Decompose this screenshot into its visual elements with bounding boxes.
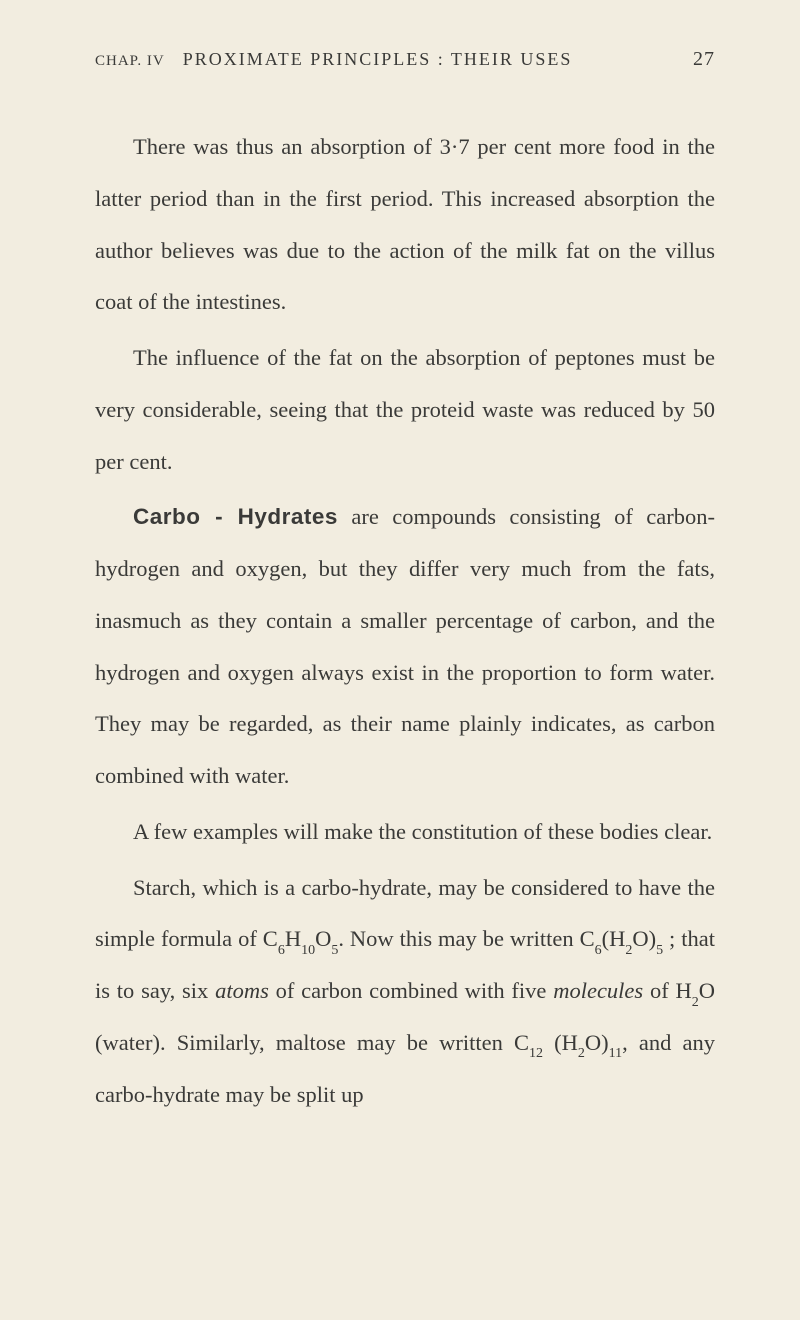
paragraph-5: Starch, which is a carbo-hydrate, may be… [95, 862, 715, 1121]
paragraph-4: A few examples will make the constitutio… [95, 806, 715, 858]
paragraph-3: Carbo - Hydrates are compounds consistin… [95, 491, 715, 802]
page-number: 27 [693, 48, 715, 71]
page-header: CHAP. IV PROXIMATE PRINCIPLES : THEIR US… [95, 48, 715, 71]
section-heading: Carbo - Hydrates [133, 504, 338, 529]
italic-molecules: molecules [553, 978, 643, 1003]
paragraph-3-text: are compounds consisting of carbon-hydro… [95, 504, 715, 788]
paragraph-2: The influence of the fat on the absorpti… [95, 332, 715, 487]
chapter-label: CHAP. IV [95, 53, 165, 70]
header-title: PROXIMATE PRINCIPLES : THEIR USES [183, 49, 573, 70]
italic-atoms: atoms [215, 978, 269, 1003]
paragraph-1: There was thus an absorption of 3·7 per … [95, 121, 715, 328]
body-text: There was thus an absorption of 3·7 per … [95, 121, 715, 1120]
